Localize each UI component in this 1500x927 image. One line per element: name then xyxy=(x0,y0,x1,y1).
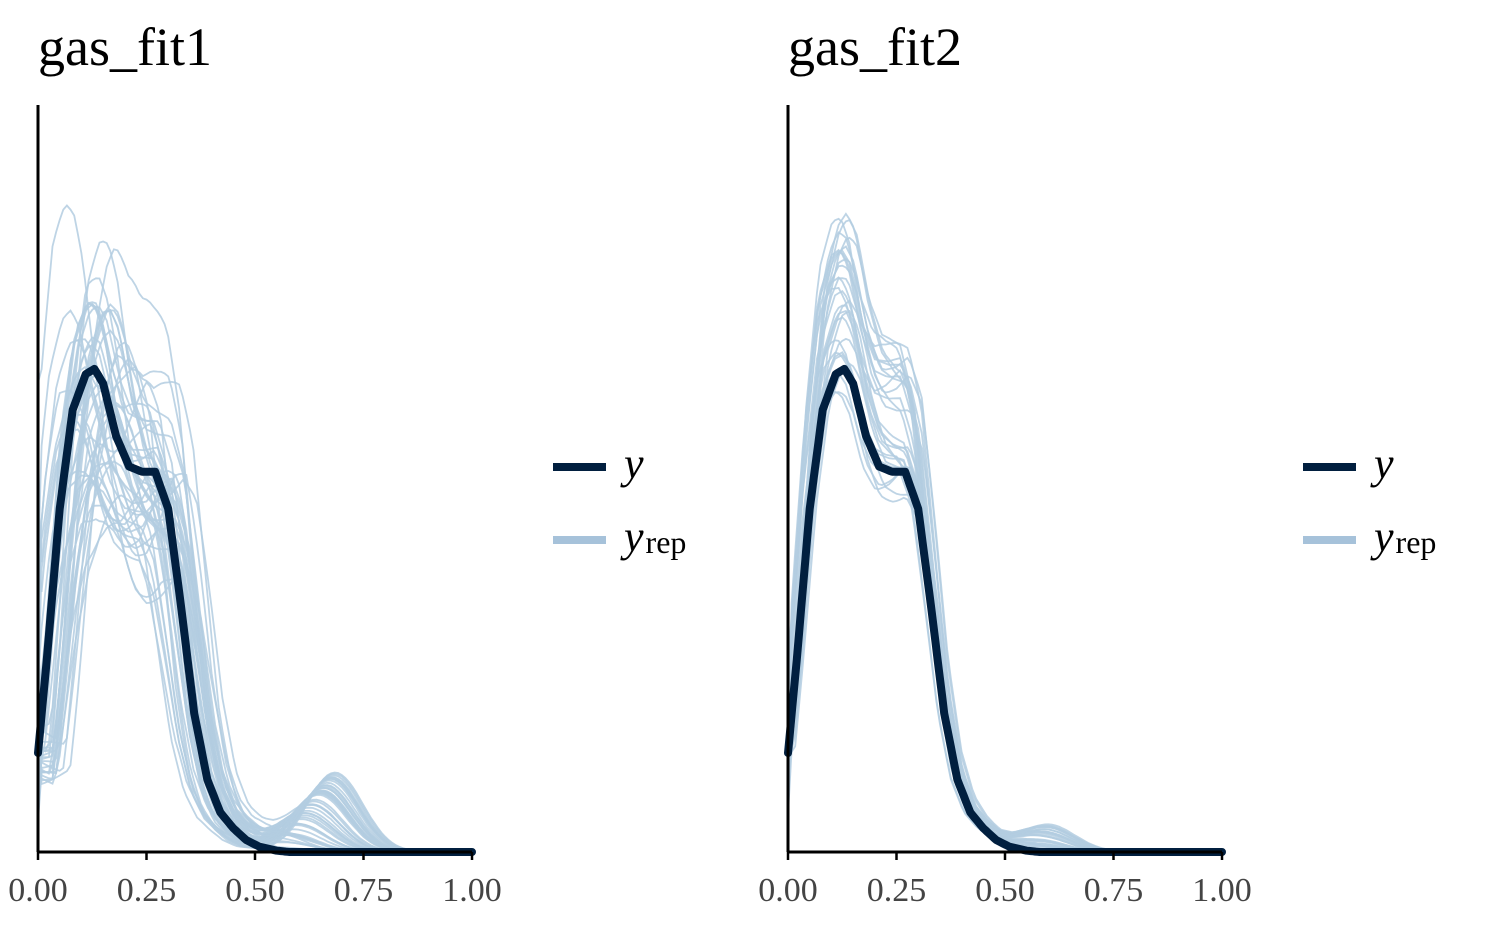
yrep-line xyxy=(787,277,1222,853)
panel-gas-fit2: gas_fit2 0.00 0.25 0.50 0.75 1.00 y yrep xyxy=(750,0,1500,927)
yrep-line xyxy=(37,384,472,853)
yrep-line xyxy=(37,481,472,853)
yrep-series xyxy=(37,204,472,853)
yrep-line xyxy=(37,204,472,853)
legend-yrep-sub: rep xyxy=(1396,524,1437,560)
yrep-line xyxy=(787,391,1222,853)
yrep-line xyxy=(37,472,472,853)
legend-yrep-main: y xyxy=(1370,512,1394,561)
x-tick-label: 0.50 xyxy=(225,872,285,909)
yrep-series xyxy=(787,212,1222,853)
yrep-line xyxy=(787,372,1222,853)
x-tick-label: 0.75 xyxy=(1084,872,1144,909)
yrep-line xyxy=(37,474,472,853)
yrep-line xyxy=(787,276,1222,853)
yrep-line xyxy=(37,504,472,853)
y-line xyxy=(784,364,1226,856)
legend-yrep-label: yrep xyxy=(1370,512,1436,561)
x-tick-label: 0.25 xyxy=(867,872,927,909)
panel-title: gas_fit2 xyxy=(788,17,962,77)
legend-y-label: y xyxy=(620,439,644,488)
yrep-line xyxy=(37,413,472,853)
yrep-line xyxy=(787,339,1222,853)
x-tick-label: 0.00 xyxy=(8,872,68,909)
yrep-line xyxy=(37,422,472,853)
yrep-line xyxy=(787,264,1222,853)
yrep-line xyxy=(787,370,1222,853)
yrep-line xyxy=(787,390,1222,853)
legend-yrep-sub: rep xyxy=(646,524,687,560)
yrep-line xyxy=(787,212,1222,853)
yrep-line xyxy=(787,286,1222,853)
x-tick-label: 0.50 xyxy=(975,872,1035,909)
yrep-line xyxy=(787,362,1222,853)
x-tick-label: 0.25 xyxy=(117,872,177,909)
panel-title: gas_fit1 xyxy=(38,17,212,77)
x-tick-label: 1.00 xyxy=(442,872,502,909)
yrep-line xyxy=(37,277,472,853)
legend-yrep-main: y xyxy=(620,512,644,561)
x-tick-label: 0.00 xyxy=(758,872,818,909)
legend-yrep-label: yrep xyxy=(620,512,686,561)
panel-gas-fit1: gas_fit1 0.00 0.25 0.50 0.75 1.00 y yrep xyxy=(8,17,686,909)
legend-y-label: y xyxy=(1370,439,1394,488)
x-tick-label: 1.00 xyxy=(1192,872,1252,909)
yrep-line xyxy=(37,380,472,853)
yrep-line xyxy=(37,474,472,853)
x-tick-label: 0.75 xyxy=(334,872,394,909)
yrep-line xyxy=(37,460,472,853)
yrep-line xyxy=(37,402,472,853)
